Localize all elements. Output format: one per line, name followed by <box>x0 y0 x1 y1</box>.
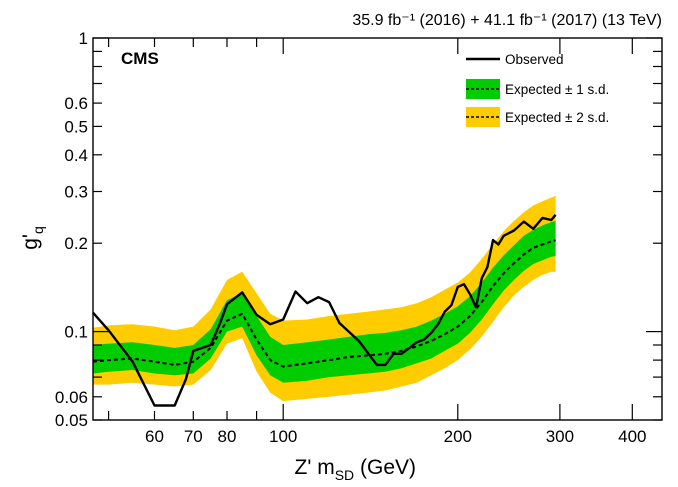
band-expected-1sd <box>93 221 556 383</box>
y-axis-label-main: g' <box>19 234 42 250</box>
axis-tick-labels: 60 70 80 100 200 300 400 0.05 0.06 0.1 0.2 0.3 0.4 0.… <box>55 29 647 446</box>
plot-frame <box>92 37 663 421</box>
x-tick-label: 200 <box>444 427 472 446</box>
limit-lines <box>92 214 557 407</box>
expected-bands <box>93 195 556 402</box>
x-tick-label: 80 <box>218 427 237 446</box>
y-axis-label-sub: q <box>30 226 46 234</box>
experiment-label: CMS <box>121 49 159 68</box>
y-tick-label: 0.5 <box>64 117 88 136</box>
observed-limit-line <box>92 214 557 407</box>
x-tick-label: 60 <box>145 427 164 446</box>
x-axis-label: Z' mSD (GeV) <box>295 456 416 483</box>
x-tick-label: 70 <box>184 427 203 446</box>
x-axis-label-sub: SD <box>335 467 354 483</box>
legend: Observed Expected ± 1 s.d. Expected ± 2 … <box>466 52 609 127</box>
x-tick-label: 300 <box>546 427 574 446</box>
y-tick-label: 0.2 <box>64 234 88 253</box>
legend-label-1sd: Expected ± 1 s.d. <box>505 82 609 97</box>
y-tick-label: 0.3 <box>64 183 88 202</box>
x-axis-label-main: Z' m <box>295 456 335 479</box>
y-tick-label: 0.1 <box>64 323 88 342</box>
x-tick-label: 400 <box>618 427 646 446</box>
y-tick-label: 0.05 <box>55 411 88 430</box>
legend-label-2sd: Expected ± 2 s.d. <box>505 110 609 125</box>
y-axis-label: g'q <box>19 226 46 250</box>
expected-limit-line <box>92 239 556 368</box>
y-tick-label: 1 <box>79 29 88 48</box>
y-tick-label: 0.4 <box>64 146 88 165</box>
x-axis-label-unit: (GeV) <box>354 456 416 479</box>
y-tick-label: 0.06 <box>55 388 88 407</box>
axis-ticks <box>93 37 662 421</box>
luminosity-label: 35.9 fb⁻¹ (2016) + 41.1 fb⁻¹ (2017) (13 … <box>352 12 662 29</box>
y-tick-label: 0.6 <box>64 94 88 113</box>
x-tick-label: 100 <box>269 427 297 446</box>
legend-label-observed: Observed <box>505 52 564 67</box>
